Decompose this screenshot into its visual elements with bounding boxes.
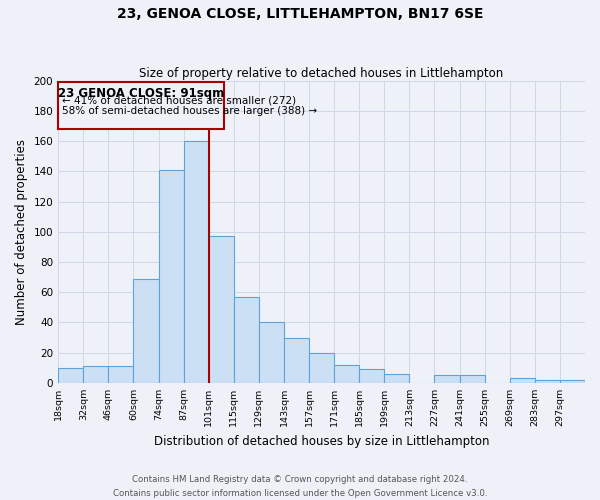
- Bar: [560, 380, 585, 383]
- Bar: [334, 365, 359, 383]
- Bar: [209, 236, 234, 383]
- Bar: [109, 366, 133, 383]
- Bar: [83, 366, 109, 383]
- Text: ← 41% of detached houses are smaller (272): ← 41% of detached houses are smaller (27…: [62, 96, 296, 106]
- Bar: [460, 376, 485, 383]
- Bar: [234, 297, 259, 383]
- Bar: [510, 378, 535, 383]
- Bar: [158, 170, 184, 383]
- Bar: [259, 322, 284, 383]
- Bar: [309, 352, 334, 383]
- Bar: [385, 374, 409, 383]
- Bar: [184, 141, 209, 383]
- Bar: [284, 338, 309, 383]
- Bar: [434, 376, 460, 383]
- Y-axis label: Number of detached properties: Number of detached properties: [15, 139, 28, 325]
- Text: 58% of semi-detached houses are larger (388) →: 58% of semi-detached houses are larger (…: [62, 106, 317, 117]
- Bar: [58, 368, 83, 383]
- Bar: [133, 278, 158, 383]
- X-axis label: Distribution of detached houses by size in Littlehampton: Distribution of detached houses by size …: [154, 434, 490, 448]
- FancyBboxPatch shape: [58, 82, 224, 129]
- Text: 23 GENOA CLOSE: 91sqm: 23 GENOA CLOSE: 91sqm: [58, 86, 224, 100]
- Bar: [359, 370, 385, 383]
- Bar: [535, 380, 560, 383]
- Title: Size of property relative to detached houses in Littlehampton: Size of property relative to detached ho…: [139, 66, 504, 80]
- Text: 23, GENOA CLOSE, LITTLEHAMPTON, BN17 6SE: 23, GENOA CLOSE, LITTLEHAMPTON, BN17 6SE: [117, 8, 483, 22]
- Text: Contains HM Land Registry data © Crown copyright and database right 2024.
Contai: Contains HM Land Registry data © Crown c…: [113, 476, 487, 498]
